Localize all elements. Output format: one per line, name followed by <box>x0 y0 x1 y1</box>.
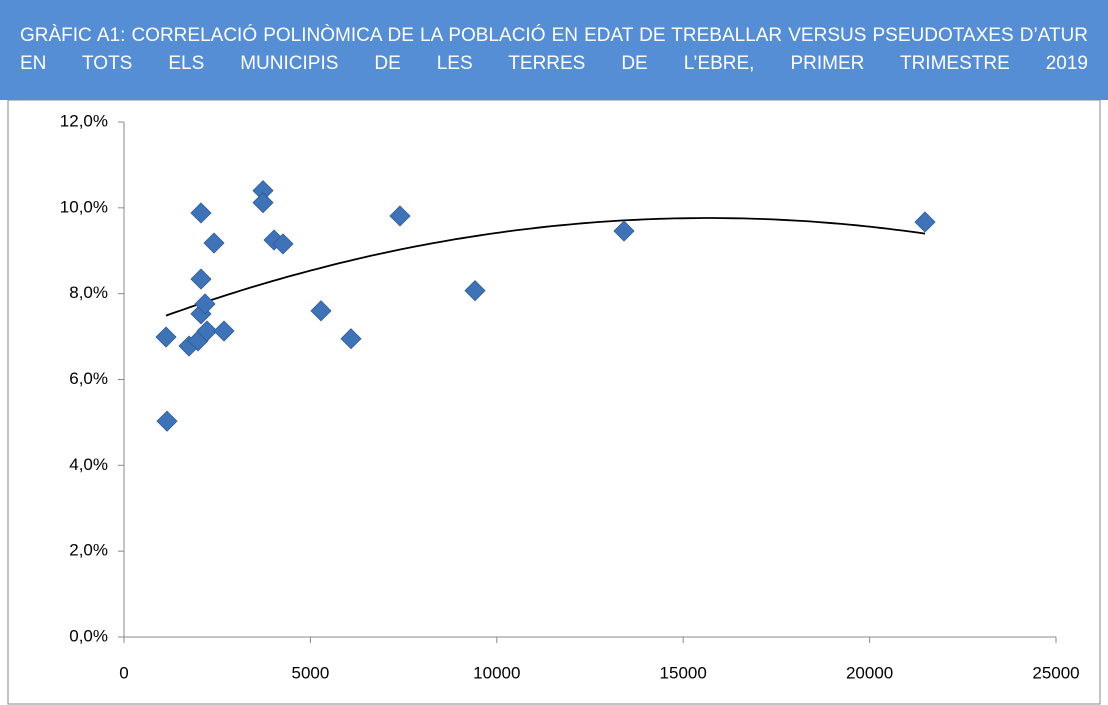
y-tick-label: 8,0% <box>69 283 108 302</box>
y-tick-label: 0,0% <box>69 626 108 645</box>
header: GRÀFIC A1: CORRELACIÓ POLINÒMICA DE LA P… <box>0 0 1108 100</box>
point <box>613 220 635 242</box>
y-tick-label: 2,0% <box>69 541 108 560</box>
point <box>190 268 212 290</box>
y-tick-label: 10,0% <box>60 197 108 216</box>
point <box>389 205 411 227</box>
point <box>272 233 294 255</box>
x-tick-label: 10000 <box>473 663 520 682</box>
chart-title: GRÀFIC A1: CORRELACIÓ POLINÒMICA DE LA P… <box>20 25 1088 74</box>
point <box>252 192 274 214</box>
y-tick-label: 6,0% <box>69 369 108 388</box>
point <box>155 326 177 348</box>
point <box>190 202 212 224</box>
point <box>203 232 225 254</box>
x-tick-label: 25000 <box>1032 663 1079 682</box>
x-tick-label: 0 <box>119 663 128 682</box>
y-tick-label: 4,0% <box>69 455 108 474</box>
trendline <box>165 217 926 317</box>
point <box>914 211 936 233</box>
x-tick-label: 5000 <box>291 663 329 682</box>
point <box>340 328 362 350</box>
point <box>156 410 178 432</box>
x-tick-label: 20000 <box>846 663 893 682</box>
point <box>310 300 332 322</box>
y-tick-label: 12,0% <box>60 111 108 130</box>
point <box>196 320 218 342</box>
x-tick-label: 15000 <box>660 663 707 682</box>
chart-border <box>7 99 1101 705</box>
point <box>464 280 486 302</box>
point <box>213 320 235 342</box>
point <box>194 293 216 315</box>
